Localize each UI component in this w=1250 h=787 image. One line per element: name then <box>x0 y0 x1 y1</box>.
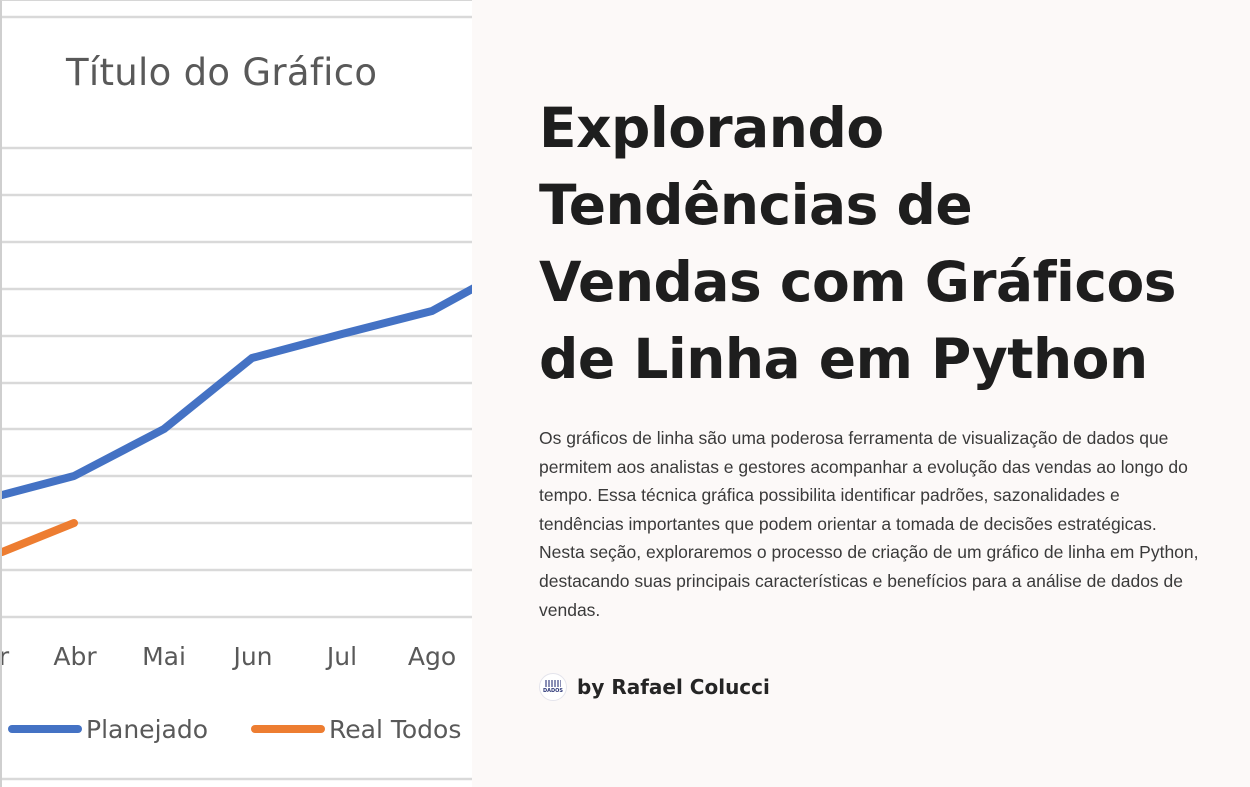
headline-line: de Linha em Python <box>539 327 1148 391</box>
legend-item-real-todos: Real Todos <box>251 711 461 747</box>
headline-line: Explorando <box>539 96 884 160</box>
x-tick-label: Jun <box>233 642 273 671</box>
legend-swatch-blue <box>8 725 82 733</box>
avatar-text: DADOS <box>542 688 564 694</box>
headline-line: Vendas com Gráficos <box>539 250 1177 314</box>
article-description: Os gráficos de linha são uma poderosa fe… <box>539 428 1199 620</box>
legend-label: Planejado <box>86 714 208 744</box>
logo-icon <box>545 680 561 687</box>
headline-line: Tendências de <box>539 173 973 237</box>
article-headline: Explorando Tendências de Vendas com Gráf… <box>539 90 1239 398</box>
line-chart <box>2 15 472 781</box>
x-tick-label: Ago <box>407 642 457 671</box>
chart-title: Título do Gráfico <box>66 51 378 94</box>
x-tick-label: Abr <box>53 642 97 671</box>
gridlines <box>2 15 472 781</box>
x-tick-label: r <box>2 642 9 671</box>
x-tick-label: Mai <box>142 642 186 671</box>
legend-label: Real Todos <box>329 714 462 744</box>
author-byline[interactable]: DADOS by Rafael Colucci <box>539 673 770 701</box>
author-name[interactable]: by Rafael Colucci <box>577 675 770 699</box>
chart-image-panel: Título do Gráfico r Abr Mai Jun Jul Ago … <box>0 0 472 787</box>
series-planejado-line <box>2 284 472 499</box>
author-avatar[interactable]: DADOS <box>539 673 567 701</box>
legend-swatch-orange <box>251 725 325 733</box>
x-tick-label: Jul <box>326 642 358 671</box>
series-real-todos-line <box>2 519 78 556</box>
article-panel: Explorando Tendências de Vendas com Gráf… <box>472 0 1250 787</box>
legend-item-planejado: Planejado <box>8 711 208 747</box>
chart-legend: Planejado Real Todos <box>2 711 472 747</box>
